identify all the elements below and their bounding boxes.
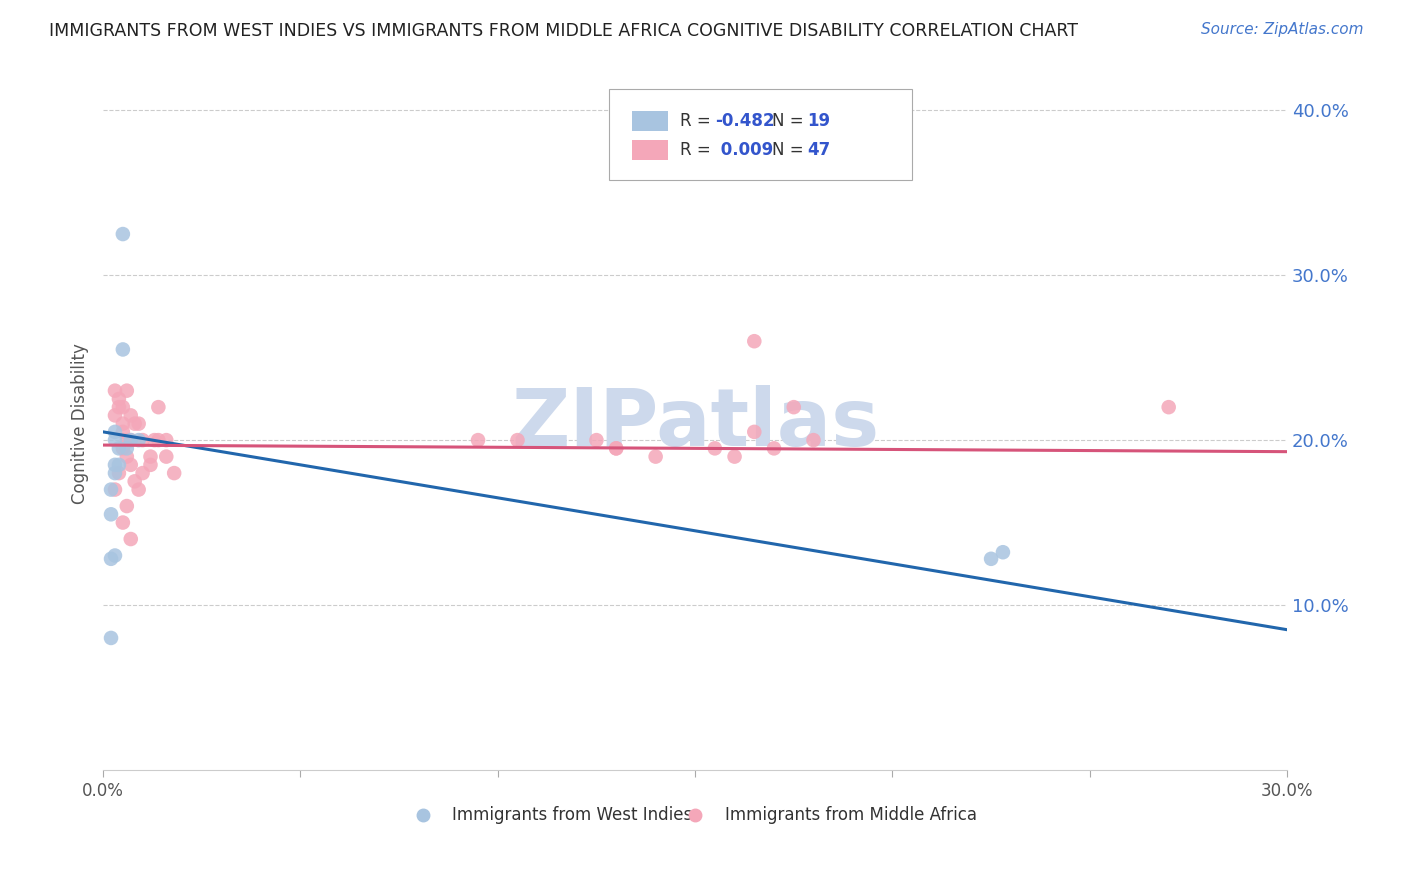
Text: 47: 47 — [807, 141, 831, 159]
Point — [115, 384, 138, 398]
FancyBboxPatch shape — [633, 140, 668, 160]
Point — [163, 466, 186, 480]
Point — [723, 450, 745, 464]
Point — [128, 433, 150, 447]
Point — [148, 433, 170, 447]
Point — [605, 442, 627, 456]
Point — [111, 425, 134, 439]
Point — [108, 392, 131, 406]
Point — [139, 458, 162, 472]
Text: N =: N = — [772, 141, 808, 159]
Point — [803, 433, 825, 447]
Point — [108, 400, 131, 414]
Point — [1157, 400, 1180, 414]
Point — [120, 433, 142, 447]
Y-axis label: Cognitive Disability: Cognitive Disability — [72, 343, 89, 504]
Point — [115, 433, 138, 447]
Point — [120, 409, 142, 423]
Point — [120, 458, 142, 472]
Point — [111, 343, 134, 357]
Text: Source: ZipAtlas.com: Source: ZipAtlas.com — [1201, 22, 1364, 37]
Point — [143, 433, 166, 447]
Point — [644, 450, 666, 464]
Point — [108, 442, 131, 456]
Point — [585, 433, 607, 447]
Point — [115, 499, 138, 513]
Point — [991, 545, 1014, 559]
Point — [115, 450, 138, 464]
Point — [104, 425, 127, 439]
Point — [783, 400, 806, 414]
Point — [104, 483, 127, 497]
Text: Immigrants from West Indies: Immigrants from West Indies — [453, 805, 693, 824]
Text: R =: R = — [679, 141, 716, 159]
Text: ZIPatlas: ZIPatlas — [510, 384, 879, 463]
Point — [131, 466, 153, 480]
Point — [108, 458, 131, 472]
Point — [467, 433, 489, 447]
FancyBboxPatch shape — [609, 89, 911, 180]
Point — [506, 433, 529, 447]
Point — [100, 551, 122, 566]
Point — [128, 483, 150, 497]
Point — [139, 450, 162, 464]
Point — [155, 450, 177, 464]
Point — [104, 466, 127, 480]
Point — [120, 532, 142, 546]
Point — [111, 417, 134, 431]
Point — [111, 442, 134, 456]
Point — [148, 400, 170, 414]
Point — [120, 433, 142, 447]
FancyBboxPatch shape — [633, 112, 668, 131]
Point — [980, 551, 1002, 566]
Point — [605, 442, 627, 456]
Text: R =: R = — [679, 112, 716, 130]
Text: 0.009: 0.009 — [716, 141, 773, 159]
Point — [115, 442, 138, 456]
Point — [124, 475, 146, 489]
Text: -0.482: -0.482 — [716, 112, 775, 130]
Point — [108, 466, 131, 480]
Point — [104, 433, 127, 447]
Text: IMMIGRANTS FROM WEST INDIES VS IMMIGRANTS FROM MIDDLE AFRICA COGNITIVE DISABILIT: IMMIGRANTS FROM WEST INDIES VS IMMIGRANT… — [49, 22, 1078, 40]
Point — [128, 417, 150, 431]
Point — [100, 508, 122, 522]
Point — [763, 442, 786, 456]
Text: Immigrants from Middle Africa: Immigrants from Middle Africa — [724, 805, 977, 824]
Point — [131, 433, 153, 447]
Point — [111, 227, 134, 241]
Point — [100, 631, 122, 645]
Point — [124, 417, 146, 431]
Point — [742, 425, 765, 439]
Point — [104, 409, 127, 423]
Point — [104, 458, 127, 472]
Point — [100, 483, 122, 497]
Point — [155, 433, 177, 447]
Point — [742, 334, 765, 349]
Text: N =: N = — [772, 112, 808, 130]
Point — [111, 516, 134, 530]
Point — [104, 384, 127, 398]
Text: 19: 19 — [807, 112, 831, 130]
Point — [703, 442, 725, 456]
Point — [111, 400, 134, 414]
Point — [104, 549, 127, 563]
